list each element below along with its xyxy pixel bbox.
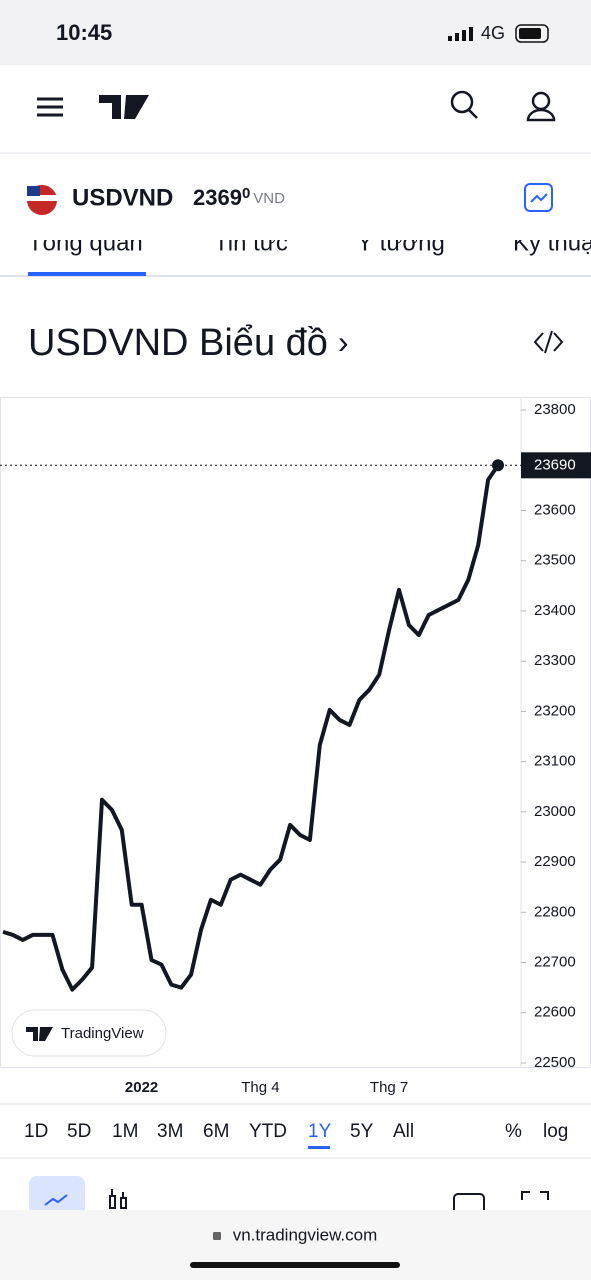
user-button[interactable]: [526, 91, 556, 122]
y-tick-label: 22600: [534, 1004, 576, 1021]
watermark-badge: [11, 1009, 167, 1057]
x-tick-label: Thg 7: [370, 1079, 408, 1096]
range-button[interactable]: 6M: [203, 1121, 229, 1142]
y-tick-label: 23500: [534, 552, 576, 569]
home-indicator: [190, 1262, 400, 1268]
last-price-box: [521, 452, 591, 479]
signal-icon: [448, 27, 473, 41]
range-button[interactable]: 1Y: [308, 1121, 332, 1142]
y-tick-label: 23200: [534, 702, 576, 719]
section-arrow: ›: [338, 324, 349, 360]
price-sup: 0: [242, 185, 250, 202]
lock-icon: [213, 1232, 221, 1240]
chart-button-icon: [530, 193, 548, 203]
range-button[interactable]: 5Y: [350, 1121, 374, 1142]
scale-option[interactable]: %: [505, 1121, 522, 1142]
chart-button[interactable]: [524, 183, 553, 212]
candle-button[interactable]: [109, 1189, 127, 1209]
range-indicator: [308, 1146, 330, 1149]
range-button[interactable]: 5D: [67, 1121, 91, 1142]
line-style-button[interactable]: [29, 1176, 85, 1216]
price-main: 2369: [193, 185, 242, 210]
network: 4G: [481, 23, 505, 43]
range-button[interactable]: All: [393, 1121, 414, 1142]
section-title-text: USDVND Biểu đồ: [28, 322, 328, 364]
y-tick-label: 23300: [534, 652, 576, 669]
y-tick-label: 22700: [534, 953, 576, 970]
tab-indicator: [28, 272, 146, 276]
line-icon: [44, 1194, 68, 1206]
y-tick-label: 23400: [534, 602, 576, 619]
y-tick-label: 23800: [534, 401, 576, 418]
fullscreen-button[interactable]: [521, 1191, 549, 1200]
y-tick-label: 22900: [534, 853, 576, 870]
watermark: TradingView: [61, 1025, 144, 1042]
y-tick-label: 23100: [534, 753, 576, 770]
scale-option[interactable]: log: [543, 1121, 568, 1142]
browser-bar: [0, 1210, 591, 1280]
tab-clip: [0, 226, 591, 240]
menu-button[interactable]: [37, 97, 63, 117]
last-price-label: 23690: [534, 456, 576, 473]
battery-level: [519, 28, 541, 39]
y-tick-label: 23600: [534, 501, 576, 518]
price-line: [2, 464, 500, 992]
logo[interactable]: [99, 95, 149, 119]
battery: [515, 24, 549, 43]
y-tick-label: 23000: [534, 803, 576, 820]
x-tick-label: 2022: [125, 1079, 158, 1096]
range-button[interactable]: 3M: [157, 1121, 183, 1142]
range-button[interactable]: YTD: [249, 1121, 287, 1142]
watermark-logo: [26, 1027, 53, 1041]
last-price-dot: [492, 459, 504, 472]
url[interactable]: vn.tradingview.com: [233, 1225, 378, 1244]
search-button[interactable]: [450, 90, 474, 114]
symbol-name: USDVND: [72, 184, 173, 211]
embed-button[interactable]: [533, 330, 564, 354]
price: 23690 VND: [193, 185, 285, 210]
currency: VND: [253, 190, 285, 207]
search-handle: [468, 109, 478, 119]
flag-canton: [27, 186, 40, 196]
x-tick-label: Thg 4: [241, 1079, 279, 1096]
chart-frame: [0, 397, 591, 1068]
y-tick-label: 22500: [534, 1054, 576, 1071]
status-bar: [0, 0, 591, 65]
flag-stripe: [27, 195, 57, 201]
range-button[interactable]: 1D: [24, 1121, 48, 1142]
time: 10:45: [56, 20, 112, 45]
section-title[interactable]: USDVND Biểu đồ ›: [28, 322, 349, 364]
range-button[interactable]: 1M: [112, 1121, 138, 1142]
y-tick-label: 22800: [534, 903, 576, 920]
